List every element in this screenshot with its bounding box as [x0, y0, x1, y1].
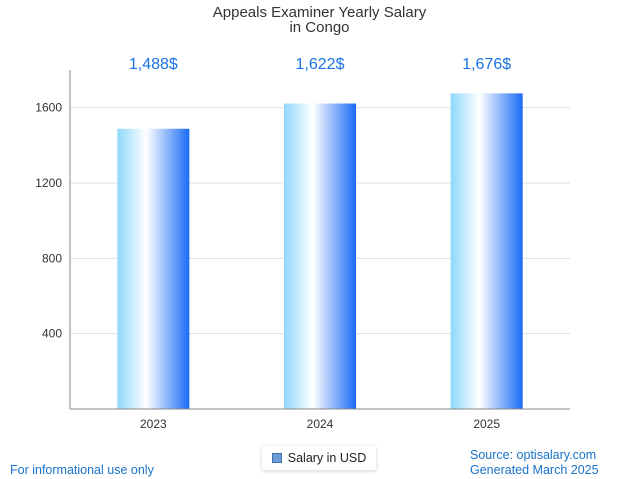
- chart-title: Appeals Examiner Yearly Salary: [212, 4, 427, 21]
- data-label: 1,488$: [129, 56, 178, 73]
- data-label: 1,676$: [462, 56, 511, 73]
- x-tick-label: 2023: [140, 417, 167, 431]
- y-tick-label: 400: [42, 327, 62, 341]
- legend-label: Salary in USD: [287, 451, 367, 465]
- source-link[interactable]: Source: optisalary.com: [470, 448, 597, 462]
- legend[interactable]: Salary in USD: [262, 446, 376, 470]
- bar-2024[interactable]: [284, 103, 356, 410]
- x-tick-label: 2025: [473, 417, 500, 431]
- disclaimer-text: For informational use only: [10, 463, 154, 477]
- y-tick-label: 800: [42, 251, 62, 265]
- data-label: 1,622$: [296, 56, 345, 73]
- legend-swatch: [271, 453, 282, 463]
- y-tick-label: 1200: [35, 176, 62, 190]
- y-tick-label: 1600: [35, 101, 62, 115]
- bar-2025[interactable]: [450, 93, 523, 409]
- generated-date: Generated March 2025: [470, 463, 599, 477]
- x-tick-label: 2024: [307, 417, 334, 431]
- chart-subtitle: in Congo: [289, 19, 350, 36]
- bar-2023[interactable]: [117, 128, 190, 409]
